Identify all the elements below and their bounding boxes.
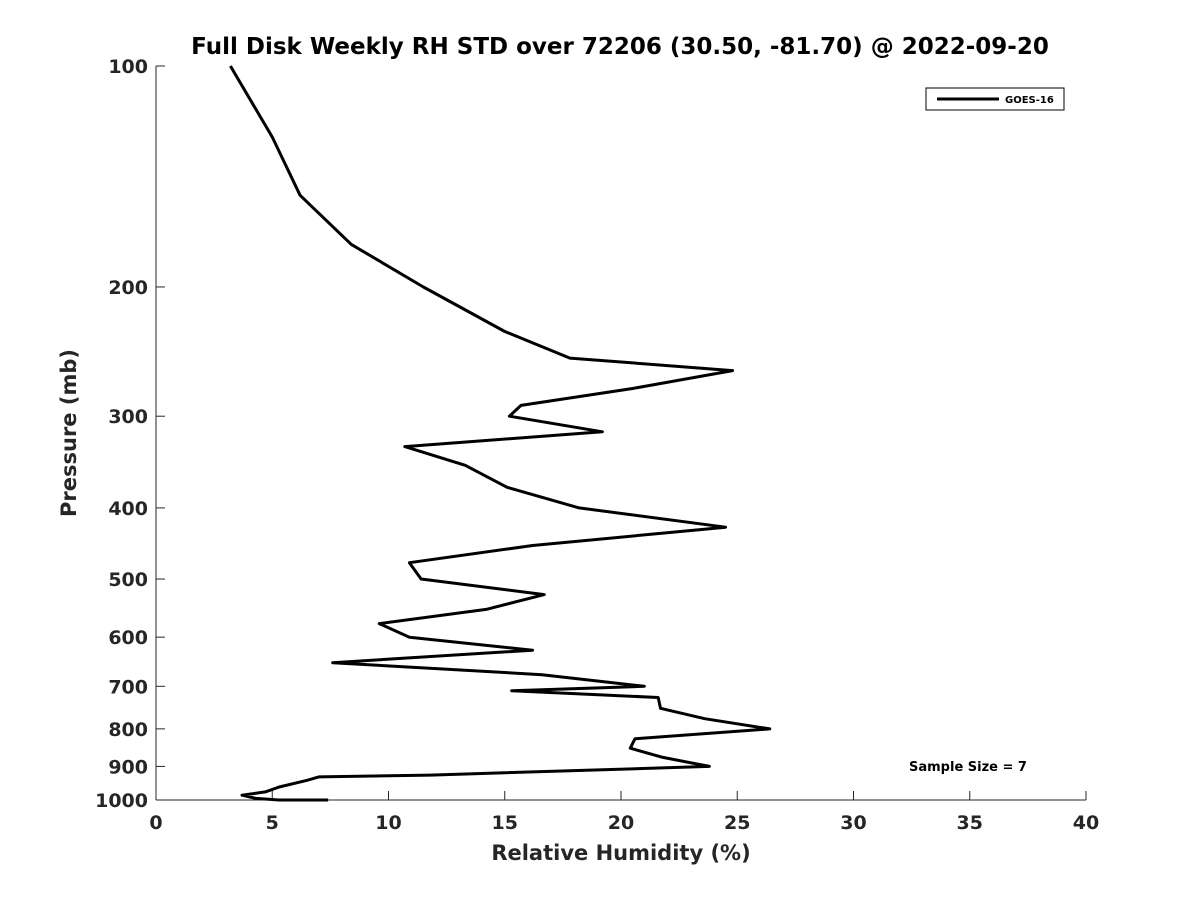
y-tick-label: 100 (108, 56, 148, 78)
x-tick-label: 15 (492, 812, 518, 834)
x-tick-label: 0 (149, 812, 162, 834)
y-tick-label: 700 (108, 676, 148, 698)
x-tick-label: 30 (840, 812, 866, 834)
x-tick-label: 20 (608, 812, 634, 834)
legend: GOES-16 (925, 87, 1065, 111)
x-tick-label: 25 (724, 812, 750, 834)
y-tick-label: 800 (108, 719, 148, 741)
y-tick-label: 500 (108, 569, 148, 591)
series-layer (229, 65, 772, 802)
y-axis-title: Pressure (mb) (57, 349, 81, 517)
x-tick-label: 5 (266, 812, 279, 834)
x-axis-title: Relative Humidity (%) (491, 841, 750, 865)
y-tick-label: 1000 (95, 790, 148, 812)
sample-size-annotation: Sample Size = 7 (909, 760, 1027, 775)
series-line-goes-16 (229, 65, 772, 802)
chart-title: Full Disk Weekly RH STD over 72206 (30.5… (191, 34, 1049, 60)
y-tick-label: 600 (108, 627, 148, 649)
y-tick-label: 200 (108, 277, 148, 299)
x-tick-label: 35 (957, 812, 983, 834)
x-tick-label: 10 (375, 812, 401, 834)
y-tick-label: 300 (108, 406, 148, 428)
x-axis-ticks: 0 5 10 15 20 25 30 35 40 (149, 791, 1099, 834)
x-tick-label: 40 (1073, 812, 1099, 834)
plot-area: 0 5 10 15 20 25 30 35 40 100 200 300 400 500 600 700 80… (95, 56, 1099, 834)
y-tick-label: 900 (108, 756, 148, 778)
y-axis-ticks: 100 200 300 400 500 600 700 800 900 1000 (95, 56, 165, 812)
legend-label-goes-16: GOES-16 (1005, 95, 1054, 106)
y-tick-label: 400 (108, 498, 148, 520)
